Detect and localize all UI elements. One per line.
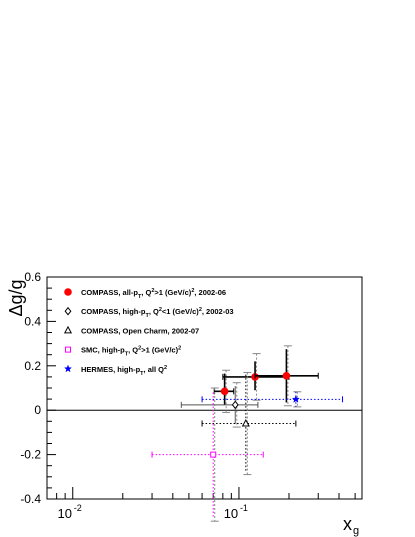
data-point <box>151 387 264 522</box>
series-1 <box>180 382 259 428</box>
x-axis-title-subscript: g <box>353 525 359 537</box>
data-point <box>201 371 297 476</box>
legend-entry-3: SMC, high-pT, Q2>1 (GeV/c)2 <box>65 346 181 358</box>
axis-labels: x g Δg/g <box>6 279 359 537</box>
legend-marker <box>63 325 73 334</box>
y-tick-label: 0 <box>34 403 41 417</box>
legend-label: COMPASS, all-pT, Q2>1 (GeV/c)2, 2002-06 <box>81 288 226 300</box>
x-tick-label: 10 <box>224 506 238 521</box>
y-tick-label: -0.2 <box>20 448 41 462</box>
series-2 <box>201 371 297 476</box>
series-0 <box>213 345 319 413</box>
x-tick-label: 10 <box>58 506 72 521</box>
legend-label: COMPASS, Open Charm, 2002-07 <box>81 326 199 335</box>
legend-entry-2: COMPASS, Open Charm, 2002-07 <box>63 325 199 335</box>
y-tick-label: -0.4 <box>20 492 41 506</box>
x-tick-label-exponent: -1 <box>240 503 248 513</box>
data-point <box>213 369 235 413</box>
data-marker <box>291 394 300 403</box>
legend-entry-0: COMPASS, all-pT, Q2>1 (GeV/c)2, 2002-06 <box>64 288 226 300</box>
data-point <box>180 382 259 428</box>
legend: COMPASS, all-pT, Q2>1 (GeV/c)2, 2002-06 C… <box>63 288 234 377</box>
legend-entry-4: HERMES, high-pT, all Q2 <box>63 364 167 377</box>
x-tick-label-exponent: -2 <box>74 503 82 513</box>
series-3 <box>151 387 264 522</box>
legend-label: HERMES, high-pT, all Q2 <box>81 365 167 377</box>
y-axis-title: Δg/g <box>6 279 26 316</box>
legend-marker <box>64 288 72 296</box>
y-tick-label: 0.2 <box>24 359 41 373</box>
data-marker <box>210 451 217 458</box>
data-point <box>222 353 290 401</box>
data-marker <box>241 418 250 427</box>
legend-label: COMPASS, high-pT, Q2<1 (GeV/c)2, 2002-03 <box>81 307 234 319</box>
y-tick-label: 0.4 <box>24 314 41 328</box>
data-point <box>201 391 344 408</box>
series-layer <box>151 345 344 522</box>
legend-marker <box>63 364 73 373</box>
legend-entry-1: COMPASS, high-pT, Q2<1 (GeV/c)2, 2002-03 <box>64 306 234 319</box>
y-tick-label: 0.6 <box>24 270 41 284</box>
series-4 <box>201 391 344 408</box>
data-marker <box>231 400 239 410</box>
legend-marker <box>64 306 72 316</box>
data-marker <box>220 387 229 396</box>
axes: -0.4-0.200.20.40.610 -2 10 -1 <box>20 270 363 521</box>
legend-marker <box>65 346 71 353</box>
legend-label: SMC, high-pT, Q2>1 (GeV/c)2 <box>81 346 181 358</box>
data-point <box>254 345 319 407</box>
data-marker <box>282 371 291 380</box>
x-axis-title: x <box>343 514 352 534</box>
